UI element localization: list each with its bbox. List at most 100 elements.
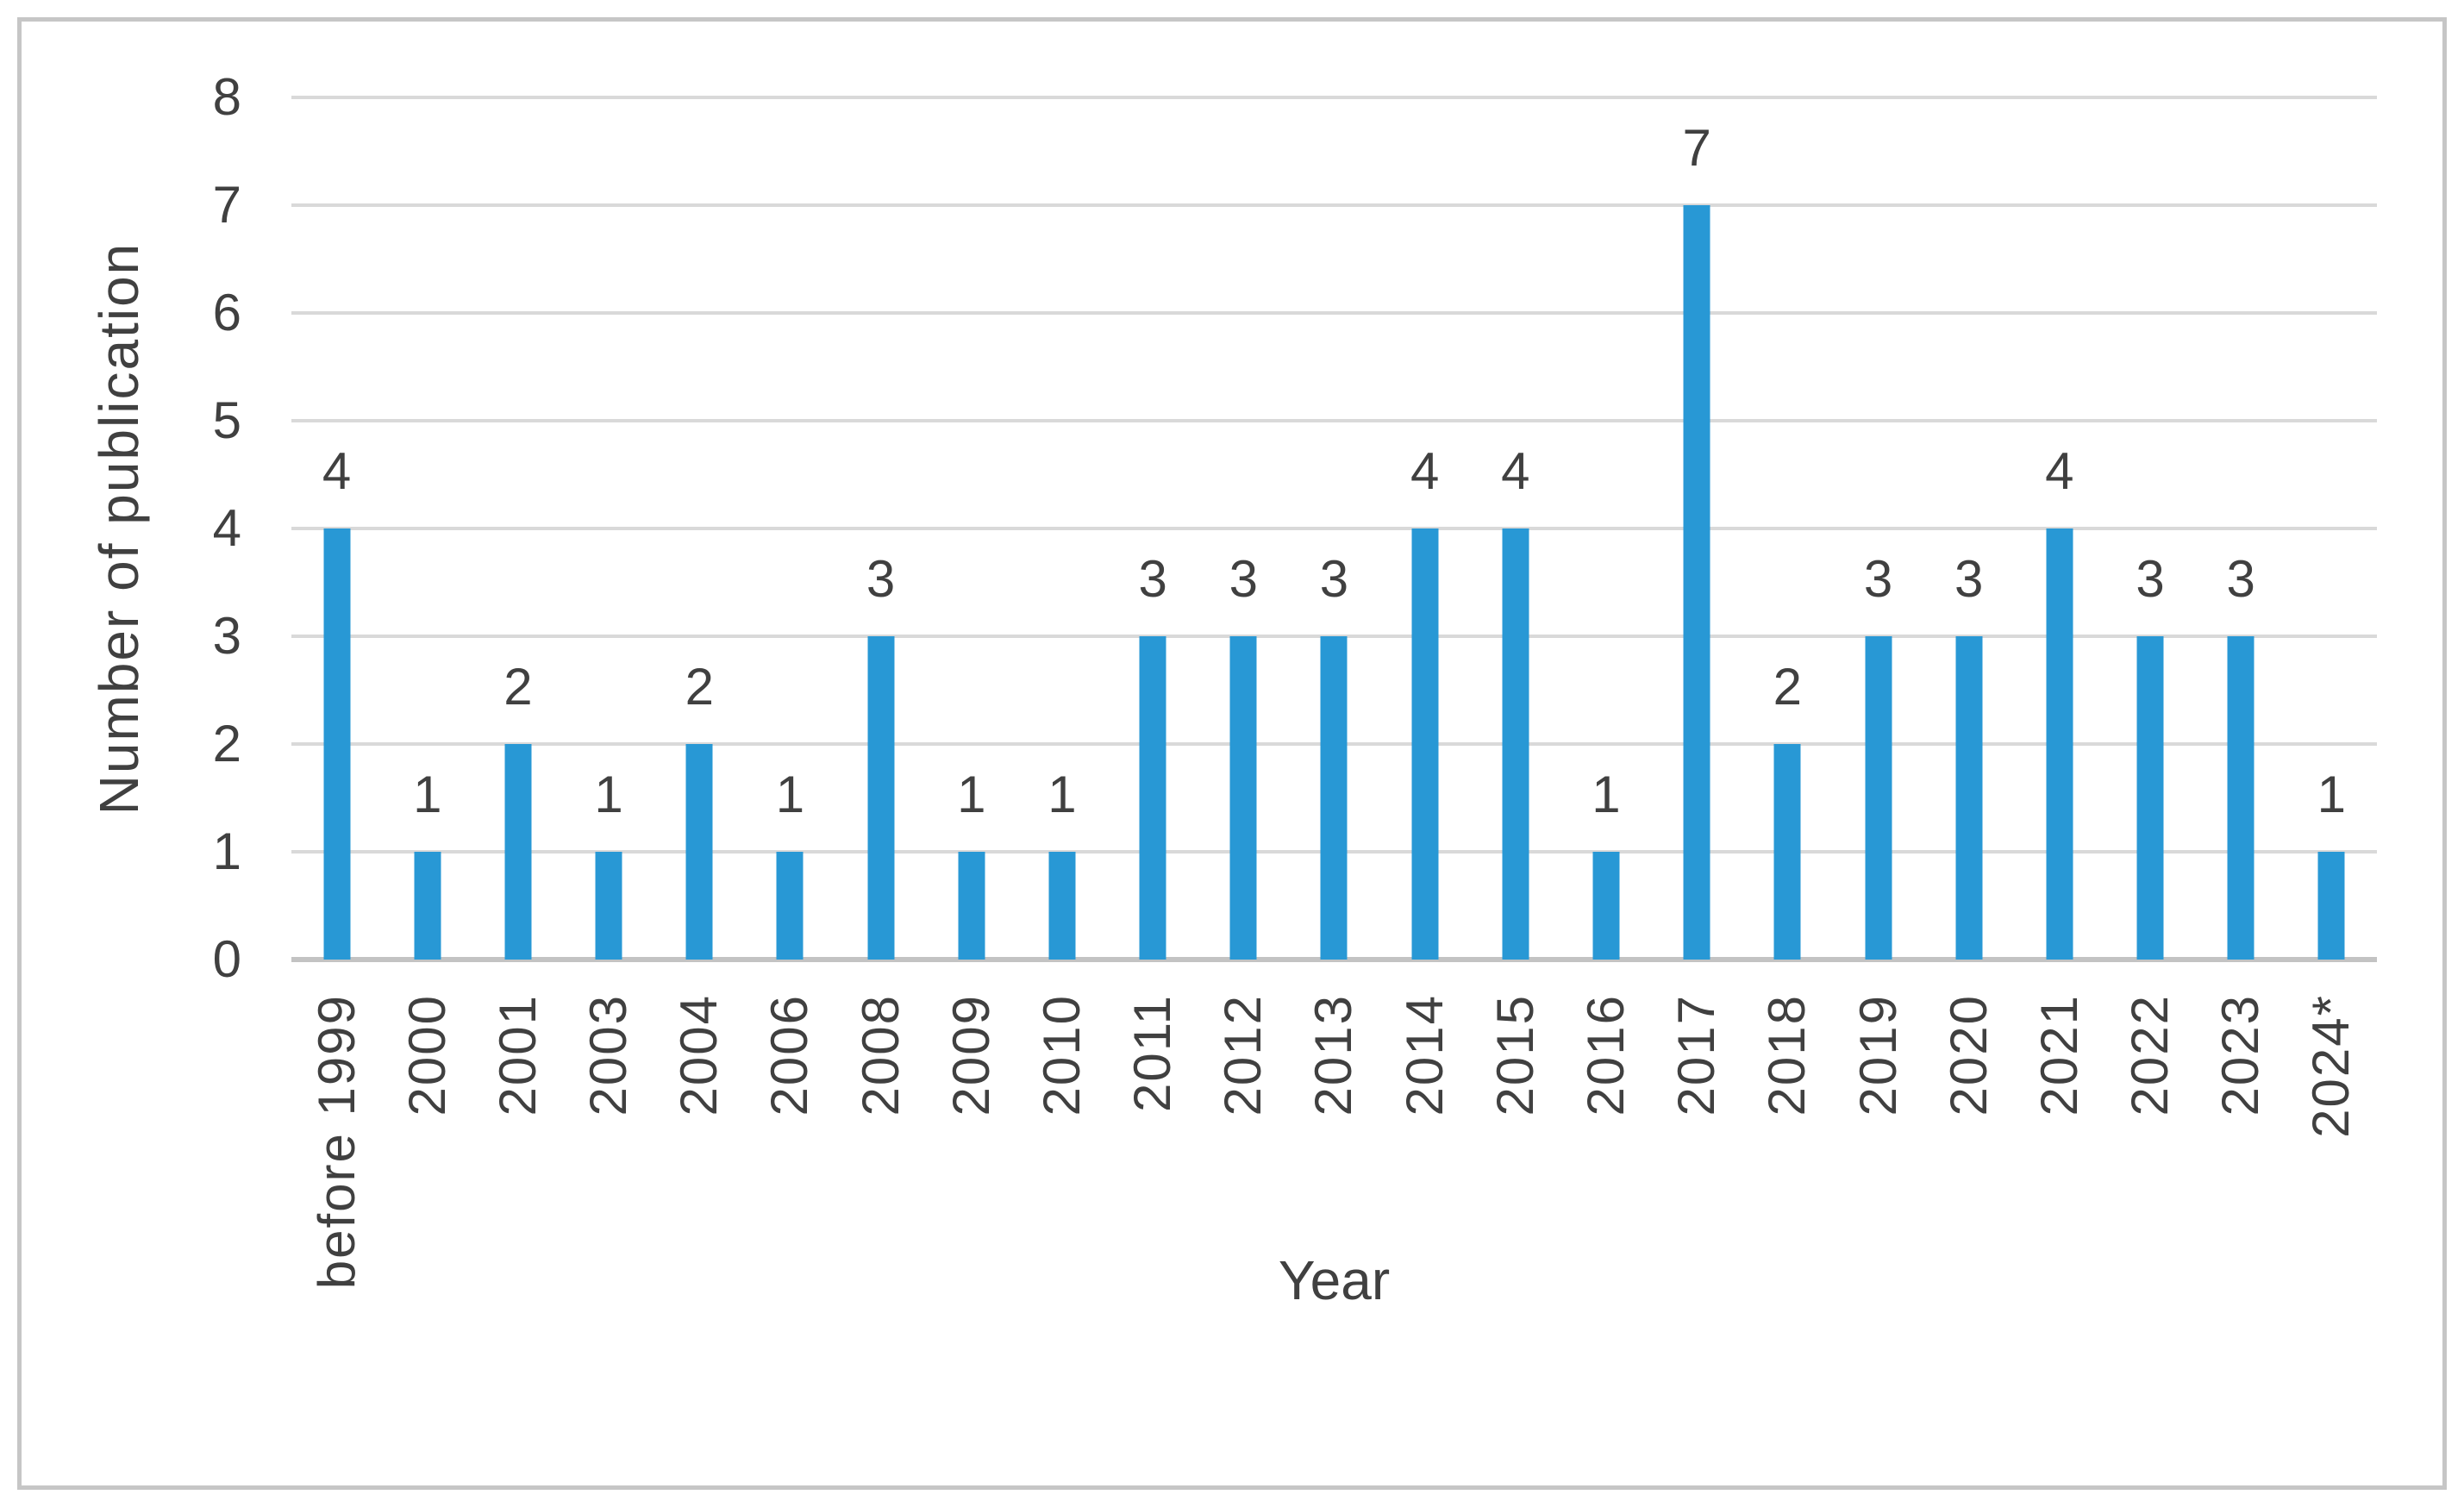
category-slot: 4 2015	[1470, 97, 1560, 1116]
bar-value-label: 1	[775, 766, 805, 823]
x-tick-label: 2006	[760, 994, 819, 1116]
bar-value-label: 3	[1229, 550, 1258, 608]
gridline	[291, 419, 2377, 422]
x-tick-label: 2024*	[2302, 994, 2361, 1138]
category-slot: 1 2006	[745, 97, 835, 1116]
bar	[776, 852, 804, 960]
y-tick-label: 7	[212, 176, 241, 234]
y-tick-label: 3	[212, 607, 241, 665]
bar	[1865, 636, 1892, 960]
bar	[2227, 636, 2254, 960]
bar	[1683, 205, 1710, 960]
bar	[1592, 852, 1620, 960]
x-axis-line	[291, 957, 2377, 962]
bar-value-label: 1	[957, 766, 986, 823]
bar-value-label: 3	[1863, 550, 1893, 608]
y-tick-label: 1	[212, 822, 241, 880]
plot-area: Year 0 1 2 3 4 5 6 7 8 4 before 1999 1 2000 2 2001 1 200…	[213, 72, 2377, 1308]
category-slot: 1 2010	[1016, 97, 1107, 1116]
bar	[2317, 852, 2345, 960]
y-tick-label: 2	[212, 715, 241, 772]
category-slot: 4 2014	[1379, 97, 1470, 1116]
x-tick-label: 2008	[851, 994, 910, 1116]
category-slot: 7 2017	[1652, 97, 1742, 1116]
x-tick-label: 2014	[1395, 994, 1454, 1116]
category-slot: 4 2021	[2014, 97, 2104, 1116]
x-tick-label: 2004	[670, 994, 729, 1116]
gridline	[291, 311, 2377, 315]
x-tick-label: 2015	[1485, 994, 1544, 1116]
bar-value-label: 3	[1954, 550, 1984, 608]
category-slot: 3 2023	[2196, 97, 2286, 1116]
category-slot: 3 2019	[1833, 97, 1923, 1116]
y-axis-title: Number of publication	[88, 241, 150, 816]
bar-value-label: 3	[866, 550, 896, 608]
bar-value-label: 3	[1138, 550, 1167, 608]
x-tick-label: 2013	[1304, 994, 1363, 1116]
bar	[685, 744, 713, 960]
bar-value-label: 4	[322, 442, 352, 500]
bar	[1320, 636, 1348, 960]
bar-value-label: 1	[1048, 766, 1077, 823]
y-tick-label: 0	[212, 930, 241, 988]
x-tick-label: before 1999	[307, 994, 366, 1290]
bar-value-label: 4	[1501, 442, 1530, 500]
bar-value-label: 2	[685, 658, 714, 716]
bar	[1229, 636, 1257, 960]
bar	[414, 852, 441, 960]
bar	[2046, 528, 2073, 960]
bar-value-label: 4	[1410, 442, 1440, 500]
x-tick-label: 2023	[2211, 994, 2270, 1116]
gridline	[291, 96, 2377, 99]
bar	[2136, 636, 2164, 960]
y-tick-label: 5	[212, 391, 241, 449]
y-tick-label: 4	[212, 499, 241, 557]
category-slot: 3 2008	[835, 97, 926, 1116]
x-tick-label: 2022	[2121, 994, 2179, 1116]
x-tick-label: 2017	[1667, 994, 1726, 1116]
x-tick-label: 2003	[579, 994, 638, 1116]
x-tick-label: 2001	[488, 994, 547, 1116]
x-tick-label: 2011	[1123, 994, 1182, 1113]
x-tick-label: 2021	[2029, 994, 2088, 1116]
x-tick-label: 2019	[1848, 994, 1907, 1116]
chart-frame: Number of publication Year 0 1 2 3 4 5 6 7 8 4 bef…	[17, 17, 2447, 1490]
category-slot: 3 2012	[1198, 97, 1289, 1116]
bar	[867, 636, 895, 960]
bar-value-label: 2	[503, 658, 533, 716]
category-slot: 1 2024*	[2286, 97, 2377, 1138]
bar	[1048, 852, 1076, 960]
bar-value-label: 3	[2136, 550, 2165, 608]
bar	[1502, 528, 1529, 960]
x-tick-label: 2000	[397, 994, 456, 1116]
bar-value-label: 1	[2317, 766, 2347, 823]
category-slot: 3 2020	[1923, 97, 2014, 1116]
category-slot: 4 before 1999	[291, 97, 382, 1290]
x-tick-label: 2018	[1758, 994, 1817, 1116]
category-slot: 3 2011	[1108, 97, 1198, 1113]
category-slot: 1 2003	[564, 97, 654, 1116]
bar	[1411, 528, 1439, 960]
category-slot: 2 2001	[472, 97, 563, 1116]
bars-container: 4 before 1999 1 2000 2 2001 1 2003 2 2004 1 2006 3 20…	[291, 97, 2377, 1290]
bar-value-label: 1	[594, 766, 623, 823]
bar-value-label: 4	[2045, 442, 2074, 500]
category-slot: 1 2016	[1560, 97, 1651, 1116]
x-tick-label: 2020	[1939, 994, 1998, 1116]
x-tick-label: 2009	[941, 994, 1000, 1116]
y-tick-label: 8	[212, 68, 241, 126]
x-axis-title: Year	[1278, 1249, 1391, 1311]
gridline	[291, 527, 2377, 530]
x-tick-label: 2016	[1576, 994, 1635, 1116]
bar	[595, 852, 622, 960]
bar-value-label: 1	[1592, 766, 1621, 823]
bar	[958, 852, 985, 960]
category-slot: 3 2022	[2104, 97, 2195, 1116]
bar	[323, 528, 351, 960]
bar-value-label: 2	[1773, 658, 1803, 716]
category-slot: 1 2009	[926, 97, 1016, 1116]
category-slot: 2 2004	[654, 97, 745, 1116]
y-tick-label: 6	[212, 284, 241, 341]
bar-value-label: 3	[1319, 550, 1349, 608]
